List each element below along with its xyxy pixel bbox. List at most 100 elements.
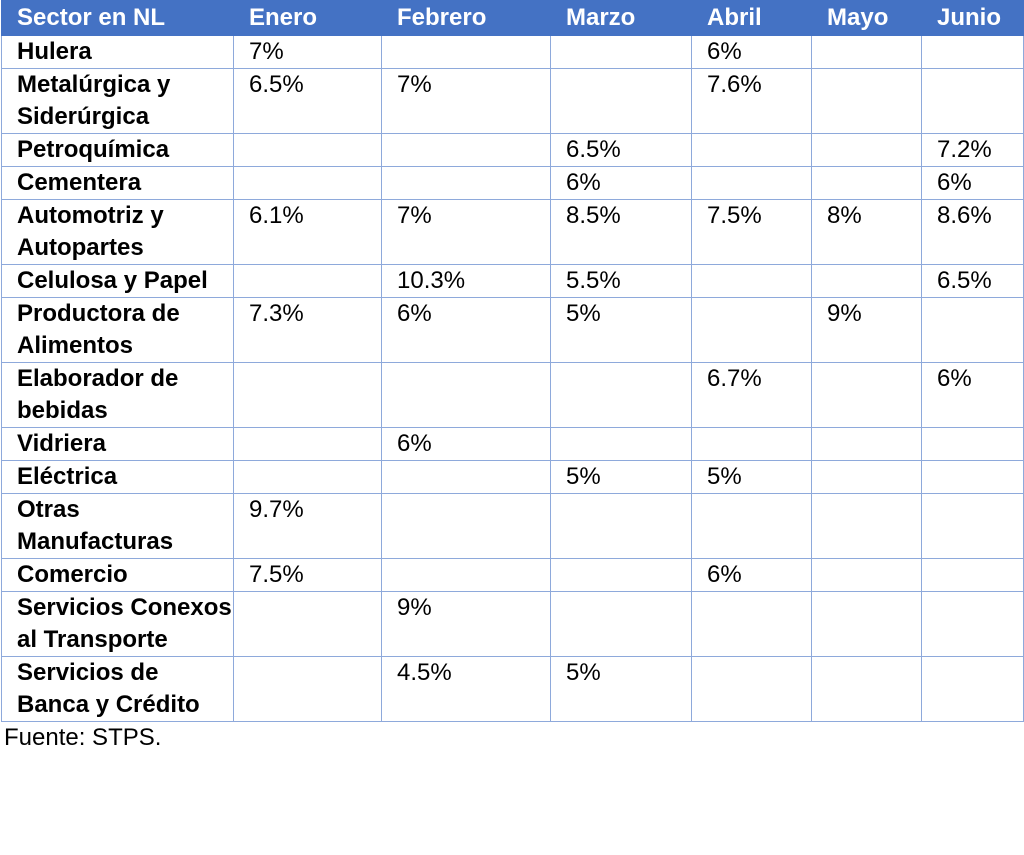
- value-cell: [550, 591, 692, 657]
- sector-cell: Metalúrgica y Siderúrgica: [1, 68, 234, 134]
- value-cell: [550, 68, 692, 134]
- value-cell: [811, 591, 922, 657]
- value-cell: [691, 166, 812, 200]
- value-cell: 9.7%: [233, 493, 382, 559]
- table-body: Hulera 7% 6% Metalúrgica y Siderúrgica 6.5% 7…: [1, 35, 1024, 722]
- table-container: Sector en NL Enero Febrero Marzo Abril M…: [1, 0, 1024, 751]
- value-cell: [921, 493, 1024, 559]
- value-cell: [233, 591, 382, 657]
- value-cell: 8.6%: [921, 199, 1024, 265]
- value-cell: [233, 656, 382, 722]
- table-row: Eléctrica 5% 5%: [1, 460, 1024, 494]
- value-cell: [921, 297, 1024, 363]
- value-cell: [381, 460, 551, 494]
- table-row: Vidriera 6%: [1, 427, 1024, 461]
- table-row: Metalúrgica y Siderúrgica 6.5% 7% 7.6%: [1, 68, 1024, 134]
- sector-cell: Cementera: [1, 166, 234, 200]
- value-cell: 8%: [811, 199, 922, 265]
- value-cell: 6.5%: [233, 68, 382, 134]
- value-cell: 7.6%: [691, 68, 812, 134]
- table-row: Petroquímica 6.5% 7.2%: [1, 133, 1024, 167]
- value-cell: 5.5%: [550, 264, 692, 298]
- value-cell: [550, 558, 692, 592]
- table-row: Celulosa y Papel 10.3% 5.5% 6.5%: [1, 264, 1024, 298]
- sector-cell: Hulera: [1, 35, 234, 69]
- value-cell: 6%: [921, 362, 1024, 428]
- value-cell: [811, 35, 922, 69]
- value-cell: [921, 35, 1024, 69]
- value-cell: [691, 591, 812, 657]
- value-cell: [691, 133, 812, 167]
- value-cell: 6%: [550, 166, 692, 200]
- value-cell: 8.5%: [550, 199, 692, 265]
- value-cell: 4.5%: [381, 656, 551, 722]
- value-cell: [381, 493, 551, 559]
- sector-cell: Servicios Conexos al Transporte: [1, 591, 234, 657]
- sector-cell: Servicios de Banca y Crédito: [1, 656, 234, 722]
- header-sector: Sector en NL: [1, 0, 234, 36]
- table-row: Comercio 7.5% 6%: [1, 558, 1024, 592]
- sector-cell: Celulosa y Papel: [1, 264, 234, 298]
- table-row: Servicios Conexos al Transporte 9%: [1, 591, 1024, 657]
- value-cell: [921, 656, 1024, 722]
- value-cell: [811, 427, 922, 461]
- value-cell: 7.2%: [921, 133, 1024, 167]
- header-febrero: Febrero: [381, 0, 551, 36]
- value-cell: [381, 166, 551, 200]
- value-cell: 7.5%: [691, 199, 812, 265]
- value-cell: 6%: [921, 166, 1024, 200]
- header-row: Sector en NL Enero Febrero Marzo Abril M…: [1, 0, 1024, 36]
- value-cell: [811, 264, 922, 298]
- value-cell: [381, 35, 551, 69]
- value-cell: [550, 493, 692, 559]
- sector-cell: Productora de Alimentos: [1, 297, 234, 363]
- source-note: Fuente: STPS.: [4, 724, 162, 751]
- value-cell: 9%: [381, 591, 551, 657]
- value-cell: [921, 460, 1024, 494]
- value-cell: [921, 427, 1024, 461]
- value-cell: [811, 460, 922, 494]
- value-cell: 5%: [550, 656, 692, 722]
- value-cell: 6.5%: [550, 133, 692, 167]
- header-marzo: Marzo: [550, 0, 692, 36]
- value-cell: 5%: [550, 297, 692, 363]
- value-cell: 7%: [233, 35, 382, 69]
- value-cell: [691, 656, 812, 722]
- value-cell: [233, 166, 382, 200]
- header-abril: Abril: [691, 0, 812, 36]
- header-junio: Junio: [921, 0, 1024, 36]
- value-cell: 6.5%: [921, 264, 1024, 298]
- sector-cell: Otras Manufacturas: [1, 493, 234, 559]
- table-row: Otras Manufacturas 9.7%: [1, 493, 1024, 559]
- value-cell: 6.1%: [233, 199, 382, 265]
- value-cell: 6%: [381, 427, 551, 461]
- value-cell: [550, 362, 692, 428]
- value-cell: [811, 166, 922, 200]
- value-cell: [691, 297, 812, 363]
- value-cell: [811, 68, 922, 134]
- value-cell: [811, 362, 922, 428]
- value-cell: [691, 264, 812, 298]
- value-cell: [691, 427, 812, 461]
- value-cell: [233, 264, 382, 298]
- value-cell: [811, 656, 922, 722]
- value-cell: 6%: [691, 558, 812, 592]
- table-row: Automotriz y Autopartes 6.1% 7% 8.5% 7.5% 8% 8…: [1, 199, 1024, 265]
- value-cell: 9%: [811, 297, 922, 363]
- value-cell: [233, 133, 382, 167]
- value-cell: 7%: [381, 68, 551, 134]
- table-row: Cementera 6% 6%: [1, 166, 1024, 200]
- value-cell: [381, 362, 551, 428]
- sector-cell: Elaborador de bebidas: [1, 362, 234, 428]
- sector-cell: Eléctrica: [1, 460, 234, 494]
- value-cell: [233, 362, 382, 428]
- value-cell: [550, 35, 692, 69]
- value-cell: [811, 133, 922, 167]
- value-cell: [381, 558, 551, 592]
- sector-cell: Vidriera: [1, 427, 234, 461]
- value-cell: 6.7%: [691, 362, 812, 428]
- value-cell: 5%: [550, 460, 692, 494]
- value-cell: 5%: [691, 460, 812, 494]
- sector-cell: Comercio: [1, 558, 234, 592]
- value-cell: [921, 591, 1024, 657]
